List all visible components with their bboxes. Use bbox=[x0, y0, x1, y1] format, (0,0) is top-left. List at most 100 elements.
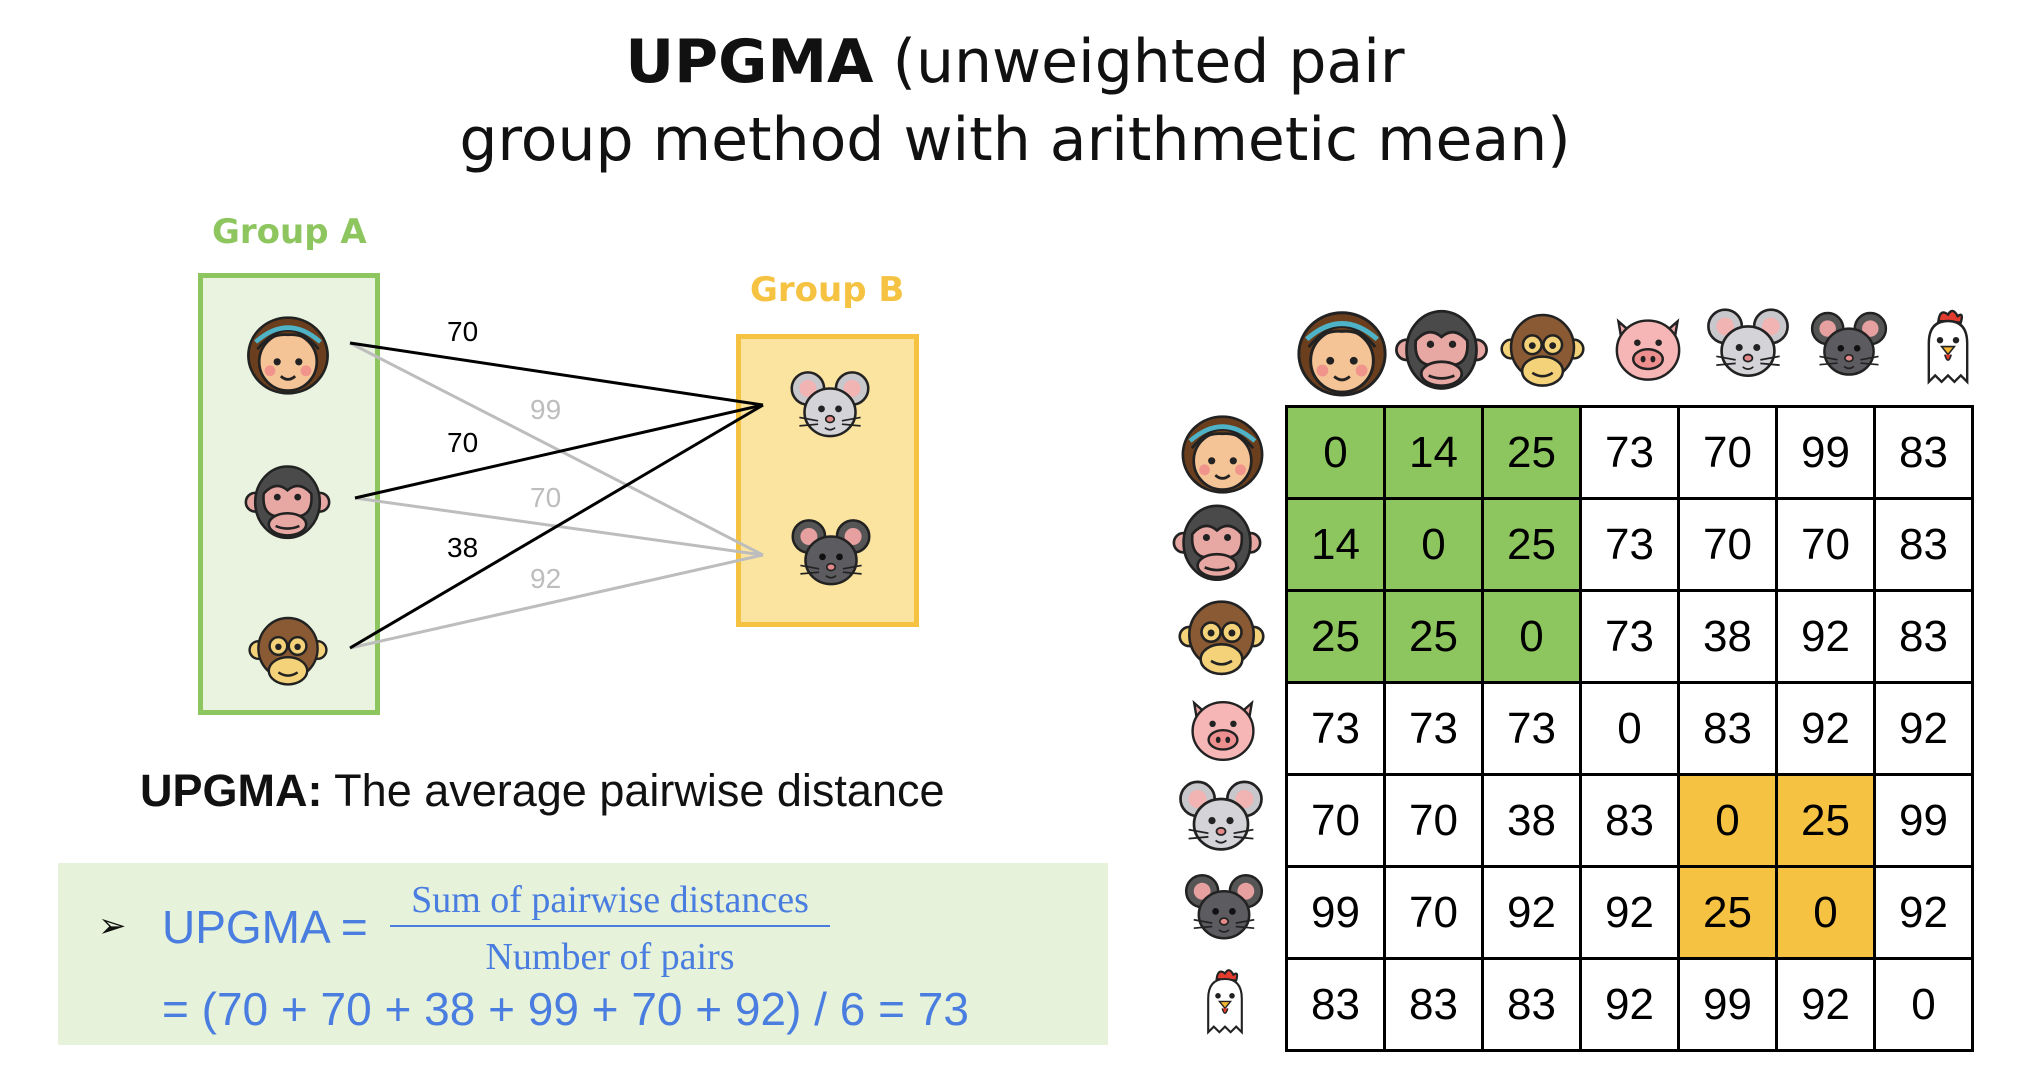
matrix-cell: 73 bbox=[1579, 405, 1680, 500]
title-line-2: group method with arithmetic mean) bbox=[459, 105, 1571, 175]
matrix-cell: 0 bbox=[1481, 589, 1582, 684]
subtitle: UPGMA: The average pairwise distance bbox=[140, 765, 945, 817]
matrix-cell: 92 bbox=[1579, 865, 1680, 960]
distance-matrix: 0 14 25 73 70 99 83 14 0 25 73 70 70 83 … bbox=[1285, 405, 1974, 1052]
monkey-icon bbox=[1178, 593, 1265, 680]
matrix-cell: 0 bbox=[1677, 773, 1778, 868]
matrix-cell: 92 bbox=[1873, 865, 1974, 960]
fraction-bar bbox=[390, 925, 830, 927]
edge-monkey-lightmouse bbox=[349, 403, 764, 650]
matrix-cell: 25 bbox=[1481, 497, 1582, 592]
matrix-cell: 83 bbox=[1579, 773, 1680, 868]
matrix-cell: 25 bbox=[1285, 589, 1386, 684]
matrix-row: 73 73 73 0 83 92 92 bbox=[1285, 681, 1974, 776]
matrix-row: 99 70 92 92 25 0 92 bbox=[1285, 865, 1974, 960]
formula-denominator: Number of pairs bbox=[485, 936, 735, 978]
matrix-cell: 99 bbox=[1677, 957, 1778, 1052]
light-mouse-icon bbox=[785, 363, 875, 448]
matrix-cell: 0 bbox=[1383, 497, 1484, 592]
matrix-cell: 73 bbox=[1383, 681, 1484, 776]
matrix-cell: 99 bbox=[1775, 405, 1876, 500]
matrix-cell: 92 bbox=[1481, 865, 1582, 960]
edge-human-lightmouse bbox=[349, 341, 764, 407]
formula-lhs: UPGMA = bbox=[162, 901, 368, 953]
matrix-cell: 92 bbox=[1775, 681, 1876, 776]
matrix-cell: 25 bbox=[1677, 865, 1778, 960]
chimpanzee-icon bbox=[1395, 302, 1488, 394]
matrix-row: 14 0 25 73 70 70 83 bbox=[1285, 497, 1974, 592]
matrix-cell: 0 bbox=[1775, 865, 1876, 960]
matrix-cell: 83 bbox=[1873, 497, 1974, 592]
group-b-label: Group B bbox=[750, 270, 905, 310]
matrix-cell: 14 bbox=[1383, 405, 1484, 500]
matrix-cell: 83 bbox=[1383, 957, 1484, 1052]
matrix-cell: 38 bbox=[1481, 773, 1582, 868]
matrix-cell: 92 bbox=[1775, 957, 1876, 1052]
matrix-cell: 70 bbox=[1383, 865, 1484, 960]
edge-label: 92 bbox=[530, 563, 562, 594]
title-bold: UPGMA bbox=[625, 27, 874, 97]
edge-chimp-lightmouse bbox=[354, 403, 764, 500]
subtitle-rest: The average pairwise distance bbox=[322, 765, 945, 816]
edge-label: 38 bbox=[447, 532, 479, 563]
edge-label: 70 bbox=[447, 427, 479, 458]
edge-label: 99 bbox=[530, 394, 562, 425]
matrix-cell: 83 bbox=[1677, 681, 1778, 776]
formula-numerator: Sum of pairwise distances bbox=[411, 879, 809, 921]
title-line-1: UPGMA (unweighted pair bbox=[0, 22, 2030, 102]
matrix-cell: 25 bbox=[1775, 773, 1876, 868]
human-icon bbox=[1175, 405, 1270, 495]
matrix-cell: 25 bbox=[1383, 589, 1484, 684]
matrix-cell: 92 bbox=[1579, 957, 1680, 1052]
matrix-row: 83 83 83 92 99 92 0 bbox=[1285, 957, 1974, 1052]
matrix-cell: 70 bbox=[1677, 405, 1778, 500]
matrix-cell: 14 bbox=[1285, 497, 1386, 592]
edge-monkey-darkmouse bbox=[349, 553, 764, 650]
matrix-cell: 73 bbox=[1481, 681, 1582, 776]
formula-box bbox=[58, 863, 1108, 1045]
matrix-cell: 83 bbox=[1873, 405, 1974, 500]
matrix-cell: 70 bbox=[1677, 497, 1778, 592]
light-mouse-icon bbox=[1703, 300, 1793, 388]
matrix-cell: 92 bbox=[1775, 589, 1876, 684]
chicken-icon bbox=[1908, 298, 1988, 392]
title-rest: (unweighted pair bbox=[873, 27, 1405, 97]
matrix-cell: 73 bbox=[1579, 497, 1680, 592]
edge-label: 70 bbox=[530, 482, 562, 513]
matrix-row: 70 70 38 83 0 25 99 bbox=[1285, 773, 1974, 868]
formula-line-2: = (70 + 70 + 38 + 99 + 70 + 92) / 6 = 73 bbox=[162, 983, 969, 1035]
chimpanzee-icon bbox=[1168, 497, 1266, 585]
matrix-cell: 70 bbox=[1285, 773, 1386, 868]
matrix-cell: 99 bbox=[1285, 865, 1386, 960]
dark-mouse-icon bbox=[787, 511, 875, 596]
human-icon bbox=[1293, 300, 1391, 398]
light-mouse-icon bbox=[1175, 772, 1267, 862]
edge-label: 70 bbox=[447, 316, 479, 347]
matrix-cell: 92 bbox=[1873, 681, 1974, 776]
chicken-icon bbox=[1190, 955, 1260, 1045]
matrix-cell: 38 bbox=[1677, 589, 1778, 684]
group-a-label: Group A bbox=[212, 212, 367, 252]
matrix-row: 0 14 25 73 70 99 83 bbox=[1285, 405, 1974, 500]
chimpanzee-icon bbox=[240, 458, 335, 543]
monkey-icon bbox=[248, 610, 328, 690]
matrix-cell: 83 bbox=[1481, 957, 1582, 1052]
matrix-cell: 83 bbox=[1873, 589, 1974, 684]
pig-icon bbox=[1183, 685, 1263, 769]
subtitle-bold: UPGMA: bbox=[140, 765, 323, 816]
matrix-row: 25 25 0 73 38 92 83 bbox=[1285, 589, 1974, 684]
matrix-cell: 99 bbox=[1873, 773, 1974, 868]
monkey-icon bbox=[1500, 305, 1585, 393]
matrix-cell: 25 bbox=[1481, 405, 1582, 500]
matrix-cell: 70 bbox=[1775, 497, 1876, 592]
arrow-bullet-icon: ➢ bbox=[98, 907, 127, 945]
dark-mouse-icon bbox=[1182, 865, 1266, 951]
dark-mouse-icon bbox=[1808, 302, 1890, 388]
human-icon bbox=[243, 306, 333, 396]
matrix-cell: 0 bbox=[1873, 957, 1974, 1052]
matrix-cell: 0 bbox=[1285, 405, 1386, 500]
matrix-cell: 70 bbox=[1383, 773, 1484, 868]
matrix-cell: 83 bbox=[1285, 957, 1386, 1052]
